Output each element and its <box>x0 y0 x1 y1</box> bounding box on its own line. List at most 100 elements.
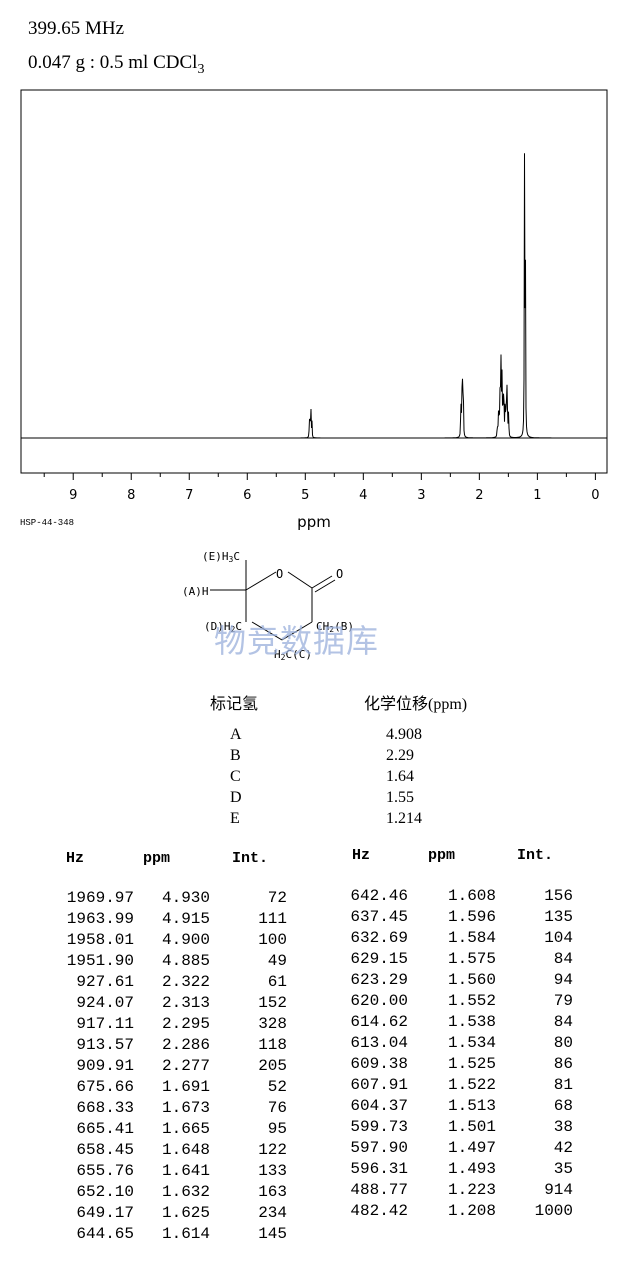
e-group-label: (E)H3C <box>202 550 240 564</box>
left-peak-ppm: 2.277 <box>161 1057 210 1075</box>
left-peak-ppm: 4.900 <box>161 931 210 949</box>
left-peak-ppm: 1.625 <box>161 1204 210 1222</box>
left-peak-ppm: 1.641 <box>161 1162 210 1180</box>
right-peak-hz: 609.38 <box>350 1055 408 1073</box>
right-peak-ppm: 1.560 <box>447 971 496 989</box>
left-peak-ppm: 2.313 <box>161 994 210 1012</box>
right-peak-hz: 642.46 <box>350 887 408 905</box>
spectrometer-frequency: 399.65 MHz <box>28 18 125 39</box>
x-tick-label: 2 <box>475 488 483 503</box>
left-peak-int: 72 <box>267 889 287 907</box>
left-header-int: Int. <box>232 850 269 867</box>
right-peak-hz: 623.29 <box>350 971 408 989</box>
nmr-spectrum-chart: 9 8 7 6 5 4 3 2 1 0 ppm <box>20 89 608 531</box>
right-peak-int: 1000 <box>534 1202 573 1220</box>
carbonyl-oxygen-label: O <box>336 567 343 581</box>
left-peak-hz: 675.66 <box>76 1078 134 1096</box>
right-peak-hz: 596.31 <box>350 1160 408 1178</box>
left-peak-ppm: 4.915 <box>161 910 210 928</box>
right-peak-ppm: 1.522 <box>447 1076 496 1094</box>
right-peak-int: 86 <box>553 1055 573 1073</box>
left-peak-int: 328 <box>258 1015 287 1033</box>
left-peak-int: 52 <box>267 1078 287 1096</box>
left-peak-ppm: 1.665 <box>161 1120 210 1138</box>
right-peak-int: 104 <box>544 929 573 947</box>
assignment-shift: 1.64 <box>386 768 414 785</box>
left-peak-ppm: 4.930 <box>161 889 210 907</box>
right-peak-ppm: 1.513 <box>447 1097 496 1115</box>
right-peak-hz: 604.37 <box>350 1097 408 1115</box>
left-peak-int: 152 <box>258 994 287 1012</box>
assignment-label: D <box>230 789 242 806</box>
right-peak-int: 79 <box>553 992 573 1010</box>
structure-bonds <box>210 560 336 641</box>
left-peak-int: 76 <box>267 1099 287 1117</box>
right-peak-ppm: 1.584 <box>447 929 496 947</box>
right-peak-hz: 599.73 <box>350 1118 408 1136</box>
right-peak-int: 81 <box>553 1076 573 1094</box>
x-tick-label: 8 <box>127 488 135 503</box>
assignment-shift: 2.29 <box>386 747 414 764</box>
assignment-shift: 1.214 <box>386 810 422 827</box>
left-peak-hz: 913.57 <box>76 1036 134 1054</box>
assignment-label: E <box>230 810 240 827</box>
c-group-label: H2C(C) <box>274 648 312 662</box>
right-peak-ppm: 1.223 <box>447 1181 496 1199</box>
assignment-label-header: 标记氢 <box>210 696 259 713</box>
assignment-label: A <box>230 726 242 743</box>
right-peak-ppm: 1.538 <box>447 1013 496 1031</box>
right-header-ppm: ppm <box>428 847 456 864</box>
right-peak-int: 38 <box>553 1118 573 1136</box>
x-tick-label: 4 <box>359 488 367 503</box>
right-peak-hz: 637.45 <box>350 908 408 926</box>
assignment-shift: 1.55 <box>386 789 414 806</box>
right-peak-hz: 597.90 <box>350 1139 408 1157</box>
left-peak-hz: 655.76 <box>76 1162 134 1180</box>
right-header-hz: Hz <box>352 847 371 864</box>
right-peak-int: 35 <box>553 1160 573 1178</box>
right-peak-hz: 613.04 <box>350 1034 408 1052</box>
x-axis-tick-labels: 9 8 7 6 5 4 3 2 1 0 <box>69 488 599 503</box>
left-peak-hz: 649.17 <box>76 1204 134 1222</box>
d-group-label: (D)H2C <box>204 620 242 634</box>
left-peak-hz: 1958.01 <box>66 931 134 949</box>
right-peak-ppm: 1.608 <box>447 887 496 905</box>
a-group-label: (A)H <box>182 585 209 598</box>
right-peak-hz: 614.62 <box>350 1013 408 1031</box>
x-tick-label: 7 <box>185 488 193 503</box>
right-peak-ppm: 1.596 <box>447 908 496 926</box>
right-peak-ppm: 1.575 <box>447 950 496 968</box>
x-axis-ticks <box>43 473 596 480</box>
left-header-hz: Hz <box>66 850 85 867</box>
left-peak-ppm: 1.632 <box>161 1183 210 1201</box>
right-peak-int: 42 <box>553 1139 573 1157</box>
left-peak-int: 111 <box>258 910 287 928</box>
left-peak-ppm: 4.885 <box>161 952 210 970</box>
right-peak-hz: 620.00 <box>350 992 408 1010</box>
left-peak-int: 205 <box>258 1057 287 1075</box>
x-tick-label: 9 <box>69 488 77 503</box>
sample-subscript: 3 <box>197 61 205 77</box>
left-peak-hz: 668.33 <box>76 1099 134 1117</box>
right-peak-ppm: 1.208 <box>447 1202 496 1220</box>
plot-frame <box>20 89 608 474</box>
left-peak-hz: 924.07 <box>76 994 134 1012</box>
left-peak-int: 122 <box>258 1141 287 1159</box>
left-peak-int: 100 <box>258 931 287 949</box>
left-peak-int: 95 <box>267 1120 287 1138</box>
b-group-label: CH2(B) <box>316 620 354 634</box>
right-peak-ppm: 1.534 <box>447 1034 496 1052</box>
right-peak-ppm: 1.501 <box>447 1118 496 1136</box>
x-tick-label: 0 <box>591 488 599 503</box>
x-tick-label: 1 <box>533 488 541 503</box>
left-peak-hz: 665.41 <box>76 1120 134 1138</box>
assignment-shift-header: 化学位移(ppm) <box>364 696 468 713</box>
left-peak-int: 133 <box>258 1162 287 1180</box>
sample-concentration: 0.047 g : 0.5 ml CDCl3 <box>28 52 204 78</box>
right-peak-int: 156 <box>544 887 573 905</box>
left-peak-ppm: 1.614 <box>161 1225 210 1243</box>
right-peak-ppm: 1.525 <box>447 1055 496 1073</box>
left-peak-int: 163 <box>258 1183 287 1201</box>
right-peak-hz: 488.77 <box>350 1181 408 1199</box>
right-peak-hz: 482.42 <box>350 1202 408 1220</box>
